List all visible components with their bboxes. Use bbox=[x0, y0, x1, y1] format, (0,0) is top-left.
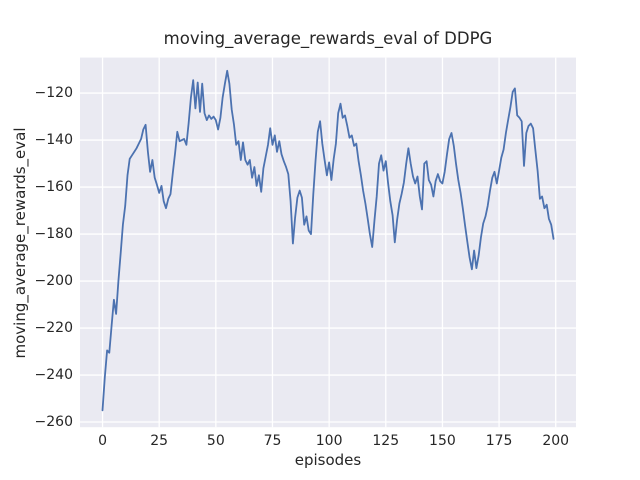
x-tick-label: 175 bbox=[485, 433, 513, 449]
x-tick-label: 50 bbox=[206, 433, 225, 449]
y-tick-label: −140 bbox=[34, 131, 73, 148]
y-tick-label: −160 bbox=[34, 178, 73, 195]
x-tick-label: 125 bbox=[372, 433, 400, 449]
y-tick-label: −220 bbox=[34, 319, 73, 336]
plot-background bbox=[80, 57, 576, 428]
x-tick-label: 150 bbox=[429, 433, 456, 449]
y-tick-label: −260 bbox=[34, 413, 73, 430]
x-tick-label: 100 bbox=[315, 433, 343, 449]
y-tick-label: −200 bbox=[34, 272, 73, 289]
x-tick-label: 75 bbox=[263, 433, 282, 449]
chart-title: moving_average_rewards_eval of DDPG bbox=[163, 29, 493, 48]
x-axis-label: episodes bbox=[294, 451, 362, 469]
y-tick-label: −180 bbox=[34, 225, 73, 242]
x-tick-label: 25 bbox=[150, 433, 169, 449]
x-tick-label: 200 bbox=[542, 433, 570, 449]
y-tick-label: −240 bbox=[34, 366, 73, 383]
x-tick-label: 0 bbox=[98, 433, 107, 449]
y-tick-label: −120 bbox=[34, 84, 73, 101]
series-line bbox=[101, 69, 555, 412]
